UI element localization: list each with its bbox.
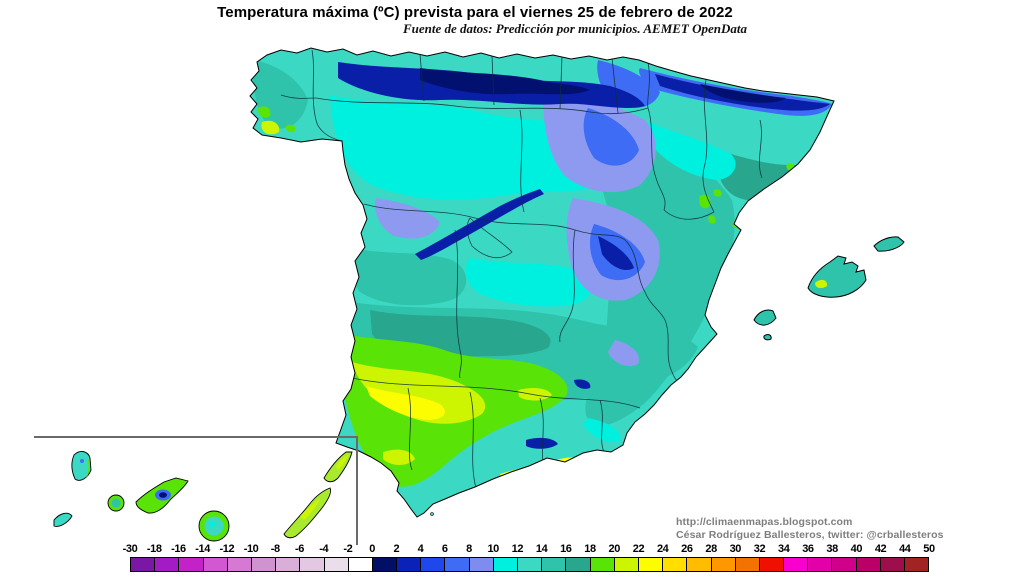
scale-cell: [347, 558, 372, 571]
scale-cell: [323, 558, 348, 571]
scale-tick-label: 10: [487, 543, 499, 555]
scale-tick-label: 8: [466, 543, 472, 555]
canary-islands: [53, 451, 353, 542]
scale-cell: [371, 558, 397, 571]
scale-cell: [637, 558, 663, 571]
iberian-peninsula: [249, 47, 835, 518]
scale-cell: [686, 558, 711, 571]
scale-cell: [904, 558, 929, 571]
scale-tick-label: -16: [171, 543, 186, 555]
scale-cell: [492, 558, 517, 571]
scale-cell: [734, 558, 759, 571]
scale-tick-label: 14: [535, 543, 548, 555]
scale-cell: [468, 558, 493, 571]
scale-cell: [275, 558, 300, 571]
page-title: Temperatura máxima (ºC) prevista para el…: [217, 4, 733, 21]
scale-cell: [758, 558, 784, 571]
scale-tick-label: 20: [608, 543, 621, 555]
scale-cell: [662, 558, 687, 571]
attribution-url: http://climaenmapas.blogspot.com: [676, 516, 853, 528]
scale-cell: [250, 558, 276, 571]
scale-cell: [517, 558, 542, 571]
attribution: http://climaenmapas.blogspot.com César R…: [676, 516, 944, 542]
scale-cell: [299, 558, 324, 571]
scale-tick-label: -30: [122, 543, 138, 555]
scale-tick-label: -12: [219, 543, 235, 555]
scale-cell: [565, 558, 590, 571]
scale-tick-label: 4: [417, 543, 424, 555]
scale-cell: [202, 558, 227, 571]
scale-cell: [226, 558, 251, 571]
scale-tick-label: 36: [802, 543, 814, 555]
scale-tick-label: 16: [560, 543, 572, 555]
scale-tick-label: -8: [270, 543, 280, 555]
scale-tick-label: 26: [681, 543, 693, 555]
scale-cell: [831, 558, 856, 571]
scale-tick-label: 44: [899, 543, 911, 555]
page-subtitle: Fuente de datos: Predicción por municipi…: [402, 21, 748, 36]
scale-tick-label: 30: [729, 543, 742, 555]
balearic-islands: [753, 236, 905, 341]
scale-tick-label: 24: [656, 543, 669, 555]
scale-cell: [154, 558, 179, 571]
scale-tick-label: 42: [874, 543, 887, 555]
scale-cell: [879, 558, 904, 571]
scale-tick-label: -6: [294, 543, 304, 555]
inset-border: [34, 436, 358, 545]
scale-cell: [178, 558, 203, 571]
scale-tick-label: 34: [778, 543, 790, 555]
scale-tick-label: 0: [369, 543, 375, 555]
scale-tick-labels: -30 -18 -16 -14 -12 -10 -8 -6 -4 -2 0 2 4 6 8 10 12 14 16 1…: [123, 543, 935, 555]
scale-cell: [396, 558, 421, 571]
scale-tick-label: -2: [343, 543, 353, 555]
scale-cell: [420, 558, 445, 571]
temperature-shading: [253, 60, 832, 498]
scale-cell: [589, 558, 614, 571]
scale-tick-label: -10: [243, 543, 259, 555]
scale-cell: [710, 558, 735, 571]
scale-tick-label: -4: [319, 543, 329, 555]
scale-tick-label: 2: [393, 543, 400, 555]
scale-tick-label: 38: [826, 543, 838, 555]
scale-tick-label: -14: [195, 543, 210, 555]
scale-cell: [807, 558, 832, 571]
scale-tick-label: 32: [753, 543, 766, 555]
scale-tick-label: 22: [632, 543, 645, 555]
scale-cell: [131, 558, 155, 571]
scale-tick-label: 28: [705, 543, 717, 555]
province-borders: [280, 49, 763, 489]
scale-cell: [444, 558, 469, 571]
scale-tick-label: 50: [923, 543, 935, 555]
scale-tick-label: 12: [511, 543, 524, 555]
scale-cell: [541, 558, 566, 571]
attribution-author: César Rodríguez Ballesteros, twitter: @c…: [676, 529, 944, 541]
scale-cell: [855, 558, 880, 571]
scale-tick-label: 18: [584, 543, 596, 555]
scale-cell: [783, 558, 808, 571]
scale-cell: [613, 558, 638, 571]
scale-tick-label: -18: [146, 543, 162, 555]
scale-colorbar: [130, 557, 929, 572]
scale-tick-label: 40: [850, 543, 863, 555]
scale-tick-label: 6: [441, 543, 448, 555]
